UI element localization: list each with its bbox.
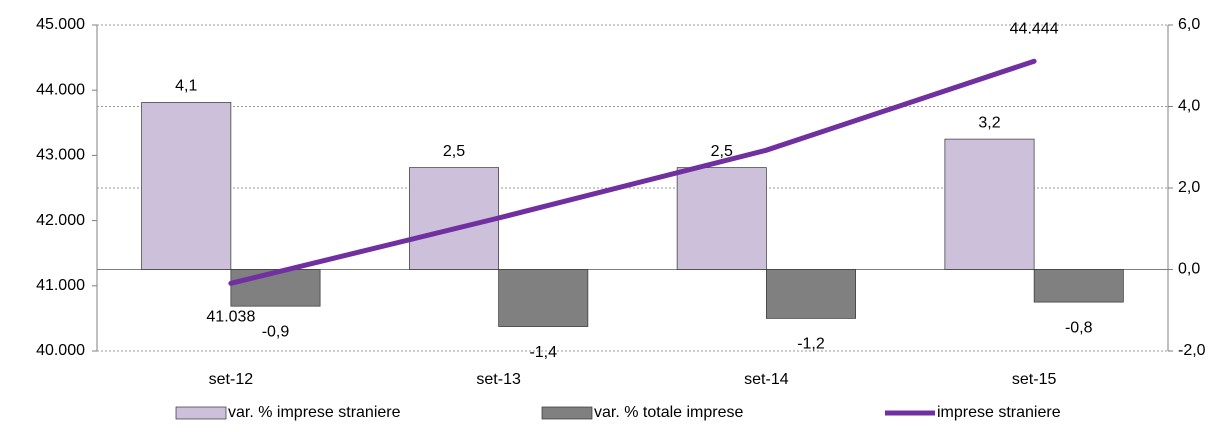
y2-tick-label: 6,0 (1178, 16, 1200, 33)
bar (409, 167, 499, 270)
data-label: 44.444 (1010, 20, 1059, 37)
bar (498, 269, 589, 327)
y2-tick-label: 0,0 (1178, 261, 1200, 278)
y-tick-label: 44.000 (36, 81, 85, 98)
bar (141, 102, 232, 270)
x-tick-label: set-13 (476, 371, 521, 388)
y-tick-label: 42.000 (36, 212, 85, 229)
x-tick-label: set-12 (209, 371, 254, 388)
data-label: 2,5 (711, 143, 733, 160)
data-label: 4,1 (175, 78, 197, 95)
data-label: 3,2 (978, 114, 1000, 131)
y2-tick-label: 2,0 (1178, 179, 1200, 196)
legend-swatch (175, 406, 227, 420)
legend-label: var. % imprese straniere (228, 404, 401, 421)
y-tick-label: 43.000 (36, 147, 85, 164)
bar (1033, 269, 1124, 303)
bar (944, 138, 1035, 270)
data-label: -0,9 (262, 323, 290, 340)
legend-swatch (541, 406, 593, 420)
y-tick-label: 45.000 (36, 16, 85, 33)
bar (230, 269, 321, 307)
y-tick-label: 41.000 (36, 277, 85, 294)
data-label: -0,8 (1065, 319, 1093, 336)
data-label: 2,5 (443, 143, 465, 160)
legend-label: var. % totale imprese (594, 404, 744, 421)
x-tick-label: set-14 (744, 371, 789, 388)
y-tick-label: 40.000 (36, 342, 85, 359)
x-tick-label: set-15 (1012, 371, 1057, 388)
y2-tick-label: 4,0 (1178, 98, 1200, 115)
bar (766, 269, 856, 319)
bar (676, 167, 767, 270)
line (228, 58, 1037, 286)
data-label: 41.038 (206, 309, 255, 326)
legend-label: imprese straniere (937, 404, 1061, 421)
y2-tick-label: -2,0 (1178, 342, 1206, 359)
data-label: -1,2 (797, 336, 825, 353)
data-label: -1,4 (529, 344, 557, 361)
